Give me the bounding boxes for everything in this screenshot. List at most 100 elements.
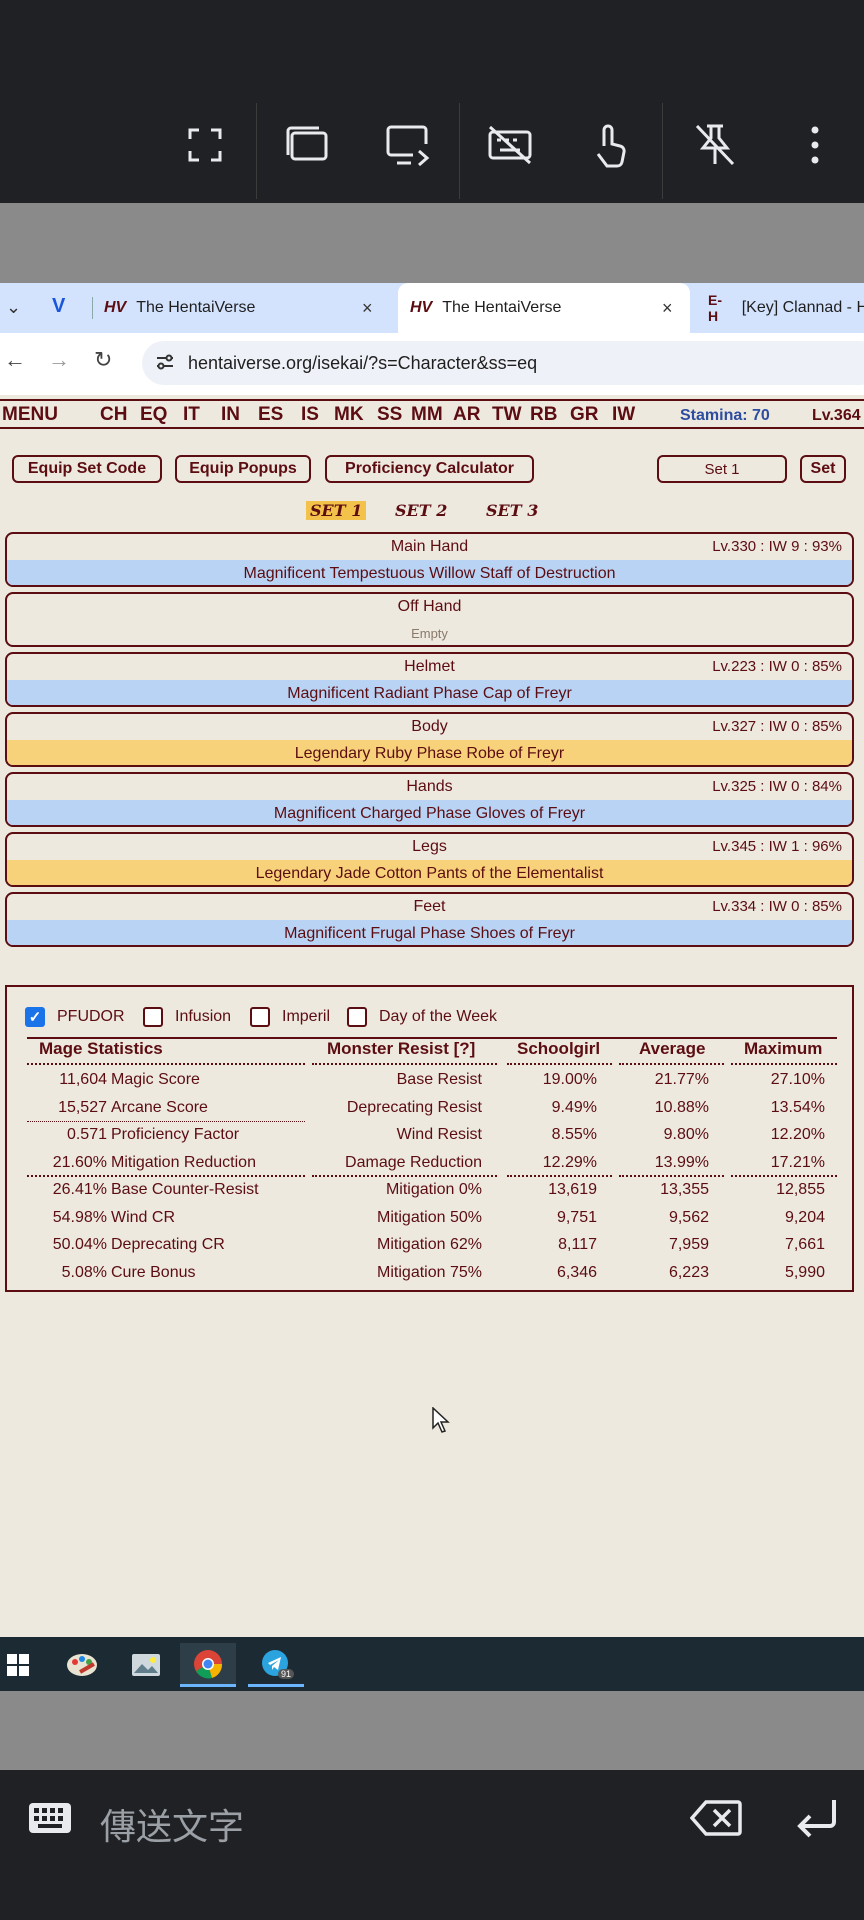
back-icon[interactable]: ←: [4, 347, 26, 372]
site-info-icon[interactable]: [154, 351, 176, 378]
windows-start-icon[interactable]: [0, 1643, 46, 1687]
schoolgirl-value: 8,117: [558, 1236, 597, 1253]
monster-resist-label: Base Resist: [396, 1071, 482, 1088]
schoolgirl-value: 19.00%: [542, 1071, 597, 1088]
mouse-cursor-icon: [432, 1406, 450, 1438]
tab-hentaiverse-2[interactable]: HV The HentaiVerse ×: [398, 283, 690, 333]
maximum-value: 5,990: [784, 1263, 825, 1281]
checkbox-infusion[interactable]: Infusion: [143, 1007, 231, 1027]
average-value: 9,562: [668, 1208, 709, 1226]
tab-set-1[interactable]: SET 1: [306, 501, 367, 520]
header-monster-resist[interactable]: Monster Resist [?]: [327, 1039, 476, 1058]
checkbox-label: Imperil: [282, 1008, 331, 1025]
menu-item-ss[interactable]: SS: [377, 404, 403, 425]
equip-slot-hands[interactable]: Hands Lv.325 : IW 0 : 84% Magnificent Ch…: [5, 772, 854, 827]
monster-resist-label: Mitigation 0%: [385, 1181, 482, 1198]
tab-close-icon[interactable]: ×: [362, 297, 373, 318]
equip-slot-body[interactable]: Body Lv.327 : IW 0 : 85% Legendary Ruby …: [5, 712, 854, 767]
menu-item-gr[interactable]: GR: [570, 404, 599, 425]
slot-item[interactable]: Magnificent Tempestuous Willow Staff of …: [7, 560, 852, 585]
maximum-value: 7,661: [784, 1236, 825, 1253]
checkbox-box[interactable]: [250, 1007, 270, 1027]
tab-hentaiverse-1[interactable]: HV The HentaiVerse ×: [104, 283, 394, 333]
slot-item[interactable]: Legendary Jade Cotton Pants of the Eleme…: [7, 860, 852, 885]
checkbox-box[interactable]: [143, 1007, 163, 1027]
tab-set-2[interactable]: SET 2: [395, 501, 448, 520]
equip-slot-feet[interactable]: Feet Lv.334 : IW 0 : 85% Magnificent Fru…: [5, 892, 854, 947]
send-text-input[interactable]: 傳送文字: [100, 1807, 245, 1848]
touch-icon[interactable]: [585, 120, 635, 170]
fullscreen-icon[interactable]: [180, 120, 230, 170]
chrome-icon[interactable]: [180, 1643, 236, 1687]
menu-item-it[interactable]: IT: [183, 404, 200, 425]
slot-info: Lv.334 : IW 0 : 85%: [712, 898, 842, 915]
equip-slot-legs[interactable]: Legs Lv.345 : IW 1 : 96% Legendary Jade …: [5, 832, 854, 887]
tab-list-chevron-icon[interactable]: ⌄: [6, 297, 22, 317]
schoolgirl-value: 12.29%: [542, 1153, 597, 1171]
telegram-icon[interactable]: 91: [248, 1643, 304, 1687]
slot-item[interactable]: Magnificent Frugal Phase Shoes of Freyr: [7, 920, 852, 945]
average-value: 13,355: [660, 1181, 709, 1198]
schoolgirl-value: 8.55%: [551, 1126, 597, 1143]
schoolgirl-value: 9.49%: [551, 1098, 597, 1116]
address-field[interactable]: hentaiverse.org/isekai/?s=Character&ss=e…: [142, 341, 864, 385]
unpin-icon[interactable]: [690, 120, 740, 170]
slot-info: Lv.327 : IW 0 : 85%: [712, 718, 842, 735]
equip-popups-button[interactable]: Equip Popups: [175, 455, 311, 483]
menu-item-ar[interactable]: AR: [453, 404, 481, 425]
slot-item[interactable]: Legendary Ruby Phase Robe of Freyr: [7, 740, 852, 765]
menu-item-menu[interactable]: MENU: [2, 404, 58, 425]
hv-favicon: HV: [104, 299, 127, 316]
menu-item-rb[interactable]: RB: [530, 404, 558, 425]
stat-label: Proficiency Factor: [111, 1126, 240, 1143]
menu-item-in[interactable]: IN: [221, 404, 240, 425]
set-name-input[interactable]: Set 1: [657, 455, 787, 483]
window-icon[interactable]: [282, 120, 332, 170]
equip-set-code-button[interactable]: Equip Set Code: [12, 455, 162, 483]
vivaldi-tab-icon[interactable]: V: [52, 295, 66, 317]
menu-item-ch[interactable]: CH: [100, 404, 128, 425]
equip-slot-helmet[interactable]: Helmet Lv.223 : IW 0 : 85% Magnificent R…: [5, 652, 854, 707]
menu-item-tw[interactable]: TW: [492, 404, 522, 425]
checkbox-box[interactable]: [347, 1007, 367, 1027]
equip-slot-off-hand[interactable]: Off Hand Empty: [5, 592, 854, 647]
menu-item-es[interactable]: ES: [258, 404, 284, 425]
remote-toolbar: [0, 0, 864, 203]
menu-item-eq[interactable]: EQ: [140, 404, 168, 425]
stat-value: 50.04%: [52, 1236, 107, 1253]
checkbox-day-of-week[interactable]: Day of the Week: [347, 1007, 497, 1027]
menu-item-mm[interactable]: MM: [411, 404, 443, 425]
slot-item[interactable]: Magnificent Charged Phase Gloves of Frey…: [7, 800, 852, 825]
equip-slot-main-hand[interactable]: Main Hand Lv.330 : IW 9 : 93% Magnificen…: [5, 532, 854, 587]
keyboard-icon[interactable]: [28, 1802, 72, 1839]
stat-value: 26.41%: [52, 1181, 107, 1198]
divider: [27, 1037, 837, 1039]
proficiency-calculator-button[interactable]: Proficiency Calculator: [325, 455, 534, 483]
menu-item-iw[interactable]: IW: [612, 404, 636, 425]
checkbox-box[interactable]: ✓: [25, 1007, 45, 1027]
more-icon[interactable]: [790, 120, 840, 170]
tab-close-icon[interactable]: ×: [662, 297, 673, 318]
stat-value: 0.571: [66, 1126, 107, 1143]
picture-app-icon[interactable]: [118, 1643, 174, 1687]
slot-name: Body: [411, 718, 448, 735]
set-button[interactable]: Set: [800, 455, 846, 483]
checkbox-pfudor[interactable]: ✓ PFUDOR: [25, 1007, 125, 1027]
tab-clannad[interactable]: E-H [Key] Clannad - H: [708, 283, 864, 333]
menu-item-is[interactable]: IS: [301, 404, 319, 425]
paint-app-icon[interactable]: [54, 1643, 110, 1687]
tab-set-3[interactable]: SET 3: [486, 501, 539, 520]
backspace-icon[interactable]: [689, 1800, 742, 1841]
display-switch-icon[interactable]: [383, 120, 433, 170]
menu-item-mk[interactable]: MK: [334, 404, 364, 425]
hv-favicon: HV: [410, 299, 433, 316]
slot-item[interactable]: Magnificent Radiant Phase Cap of Freyr: [7, 680, 852, 705]
browser-addressbar: ← → ↻ hentaiverse.org/isekai/?s=Characte…: [0, 333, 864, 395]
checkbox-imperil[interactable]: Imperil: [250, 1007, 330, 1027]
enter-icon[interactable]: [794, 1796, 838, 1845]
stat-value: 15,527: [58, 1098, 107, 1116]
forward-icon[interactable]: →: [48, 347, 70, 372]
header-average: Average: [639, 1039, 706, 1058]
reload-icon[interactable]: ↻: [94, 347, 113, 372]
keyboard-off-icon[interactable]: [485, 120, 535, 170]
